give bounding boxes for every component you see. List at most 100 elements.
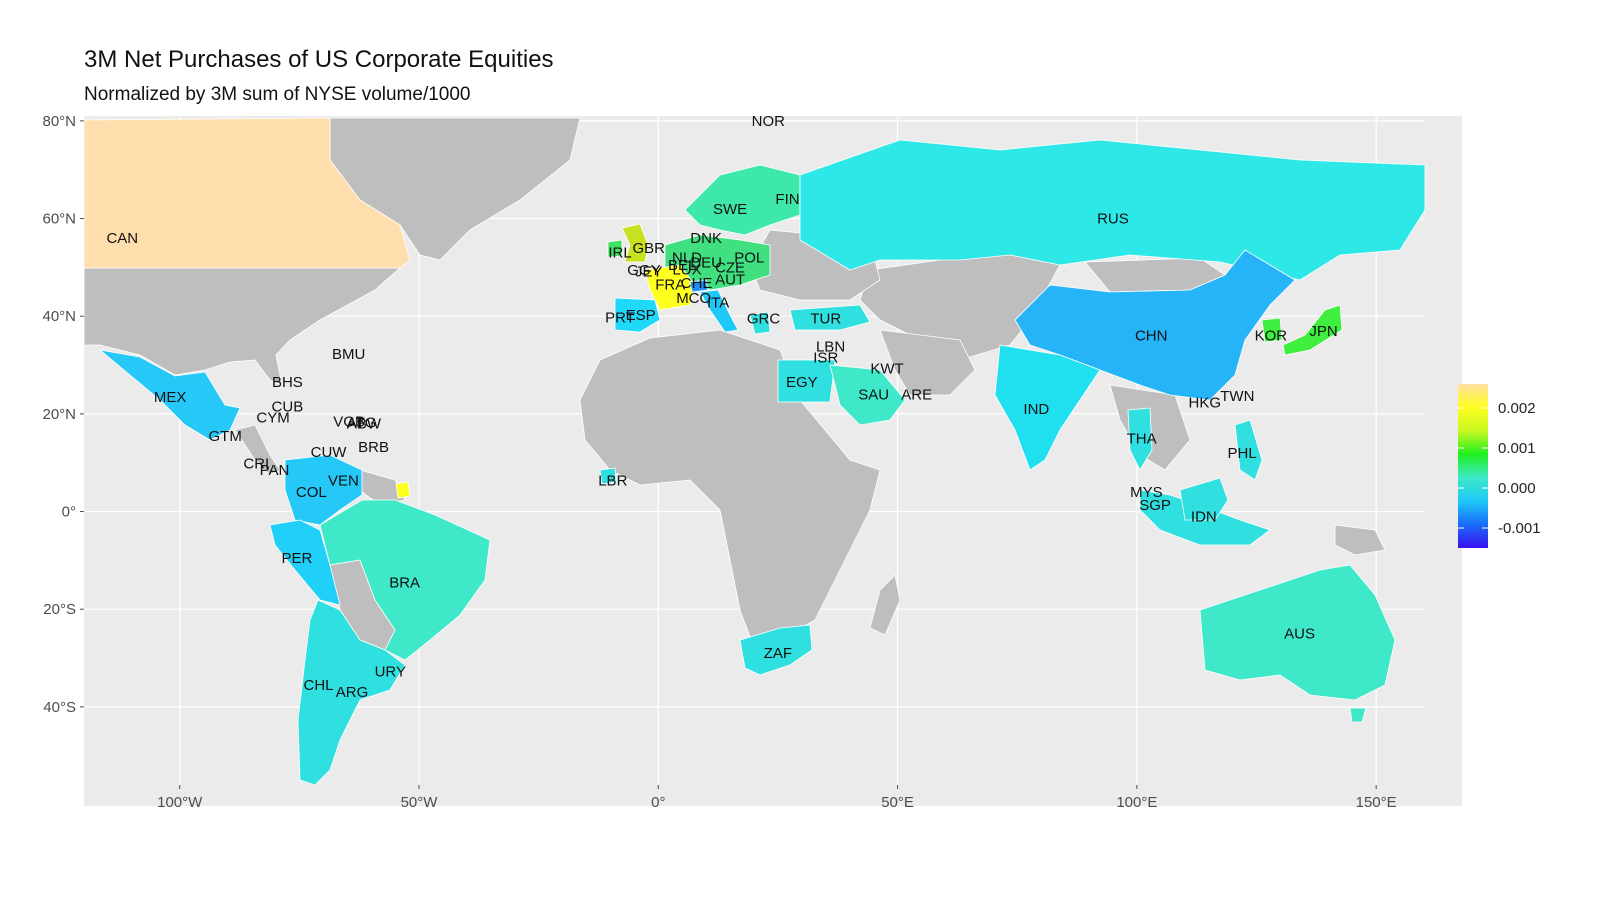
country-label-sau: SAU [858,386,889,403]
country-label-arg: ARG [336,684,369,701]
country-label-tur: TUR [810,311,841,328]
x-tick-label: 50°W [401,794,439,811]
x-tick-label: 150°E [1356,794,1397,811]
legend-tick-label: 0.000 [1498,480,1536,497]
y-tick-label: 0° [62,504,76,521]
country-label-bmu: BMU [332,346,365,363]
y-tick-label: 80°N [42,113,76,130]
png-shape [1334,524,1386,556]
country-label-hkg: HKG [1189,395,1222,412]
country-label-cze: CZE [715,259,745,276]
australia-shape [1199,564,1396,701]
country-label-chl: CHL [303,677,333,694]
france-shape [644,264,696,311]
country-label-gbr: GBR [632,240,665,257]
italy-shape [699,289,739,333]
country-label-fin: FIN [775,191,799,208]
y-tick-label: 40°S [43,699,76,716]
x-tick-label: 100°W [157,794,203,811]
country-label-per: PER [282,550,313,567]
country-label-ury: URY [375,664,406,681]
y-tick-label: 60°N [42,211,76,228]
country-label-egy: EGY [786,374,818,391]
ireland-shape [607,239,623,258]
x-tick-label: 0° [651,794,665,811]
greece-shape [749,311,771,335]
country-label-cri: CRI [243,456,269,473]
legend-colorbar [1458,384,1488,548]
country-label-fra: FRA [655,276,685,293]
country-label-vgb: VGB [333,414,365,431]
country-label-ind: IND [1023,401,1049,418]
chart-title: 3M Net Purchases of US Corporate Equitie… [84,46,554,73]
japan-shape [1282,304,1343,356]
country-label-irl: IRL [608,245,631,262]
switzerland-shape [689,279,709,293]
country-label-idn: IDN [1191,508,1217,525]
nordics-shape [684,164,801,236]
country-label-can: CAN [106,230,138,247]
country-label-jey: JEY [635,263,663,280]
country-label-mex: MEX [154,389,187,406]
country-label-nor: NOR [752,113,786,130]
country-label-cuw: CUW [311,444,348,461]
country-label-abw: ABW [347,416,382,433]
tasmania-shape [1349,707,1367,723]
russia-shape [799,139,1426,281]
country-label-ggy: GGY [627,262,660,279]
country-label-ven: VEN [328,472,359,489]
madagascar-shape [869,574,901,636]
country-label-jpn: JPN [1309,323,1337,340]
thailand-shape [1127,407,1153,471]
peru-shape [269,519,341,606]
country-label-pol: POL [734,250,764,267]
country-label-dnk: DNK [690,230,722,247]
country-label-swe: SWE [713,201,747,218]
egypt-shape [777,359,836,403]
country-label-phl: PHL [1228,445,1257,462]
country-label-bhs: BHS [272,374,303,391]
legend: 0.002 0.001 0.000 -0.001 [1458,384,1541,548]
country-label-cym: CYM [256,409,289,426]
uk-shape [621,223,649,263]
country-label-mys: MYS [1130,484,1163,501]
country-label-isr: ISR [813,350,838,367]
chart-subtitle: Normalized by 3M sum of NYSE volume/1000 [84,84,471,105]
usa-shape [83,267,402,386]
chile-argentina-shape [297,599,406,786]
country-label-deu: DEU [690,254,722,271]
country-label-lbn: LBN [816,338,845,355]
country-label-chn: CHN [1135,328,1168,345]
country-label-bra: BRA [389,574,420,591]
borneo-shape [1179,477,1229,521]
colombia-venezuela-shape [284,454,363,526]
country-label-are: ARE [901,386,932,403]
country-label-brb: BRB [358,439,389,456]
country-label-sgp: SGP [1139,497,1171,514]
iran-shape [879,329,976,396]
french-guiana-shape [395,481,411,499]
india-shape [994,344,1101,471]
country-label-kwt: KWT [870,360,903,377]
legend-tick-label: 0.001 [1498,440,1536,457]
country-label-aus: AUS [1284,626,1315,643]
legend-tick-label: -0.001 [1498,520,1541,537]
brazil-shape [319,499,491,661]
country-label-kor: KOR [1255,328,1288,345]
x-tick-label: 50°E [881,794,914,811]
axes: 80°N 60°N 40°N 20°N 0° 20°S 40°S 100°W 50°W 0° 50°… [42,113,1396,811]
x-tick-label: 100°E [1116,794,1157,811]
y-tick-label: 40°N [42,308,76,325]
country-label-twn: TWN [1220,388,1254,405]
turkey-shape [789,304,871,331]
country-label-col: COL [296,484,327,501]
country-label-gtm: GTM [209,428,242,445]
south-africa-shape [739,624,813,676]
country-label-zaf: ZAF [764,645,792,662]
y-tick-label: 20°N [42,406,76,423]
country-label-esp: ESP [626,307,656,324]
country-label-pan: PAN [260,462,290,479]
iberia-shape [614,297,661,333]
